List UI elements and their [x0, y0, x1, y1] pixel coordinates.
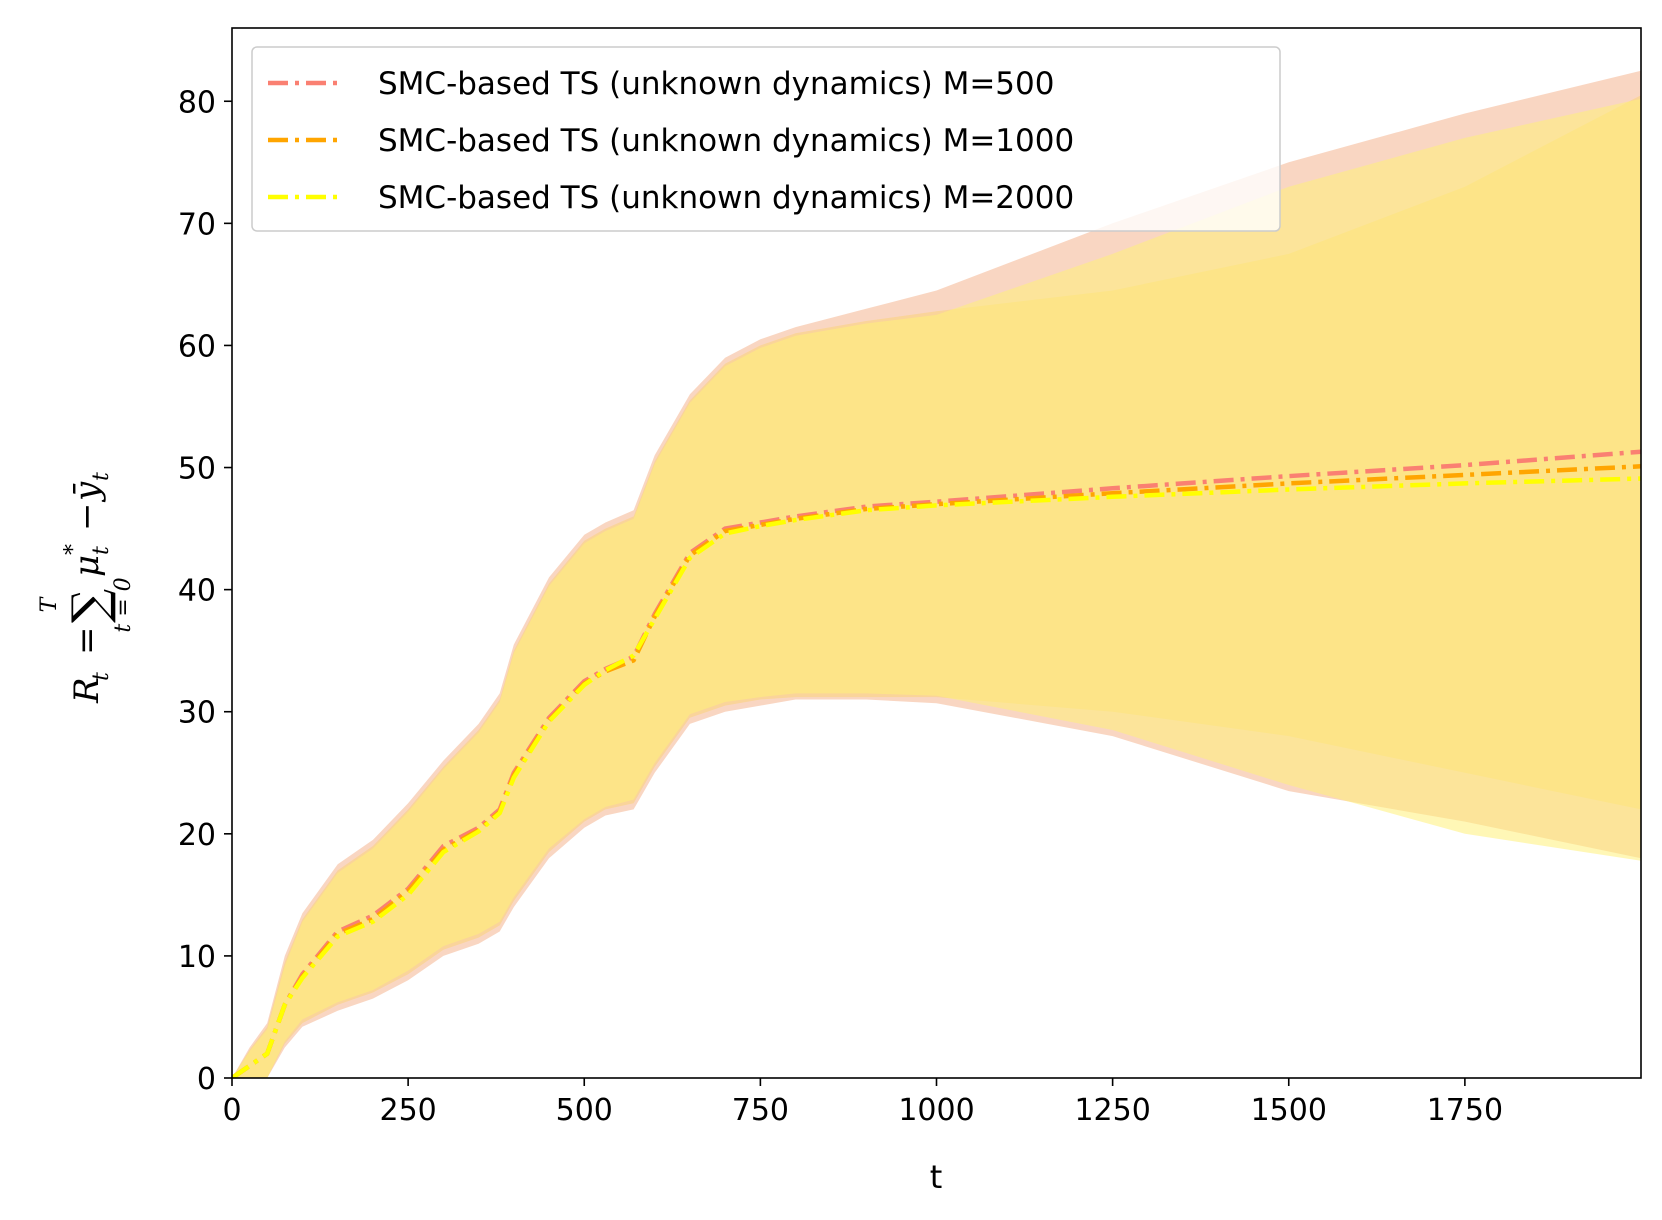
ylabel-mu-subscript: t — [89, 546, 114, 555]
x-tick-label: 1500 — [1251, 1093, 1327, 1128]
y-tick-label: 30 — [178, 696, 216, 731]
x-tick-label: 500 — [556, 1093, 613, 1128]
y-tick-label: 0 — [197, 1062, 216, 1097]
x-tick-label: 1000 — [898, 1093, 974, 1128]
ylabel-R-subscript: t — [89, 672, 114, 681]
line-series-3 — [232, 476, 1641, 1078]
y-tick-label: 80 — [178, 85, 216, 120]
ylabel-equals: = — [67, 627, 107, 656]
x-tick-label: 1750 — [1427, 1093, 1503, 1128]
y-axis-label: R t = ∑ T t = 0 μ * t − ȳ t — [37, 472, 136, 704]
ylabel-sum-symbol: ∑ — [62, 589, 118, 623]
legend: SMC-based TS (unknown dynamics) M=500 SMC… — [251, 46, 1281, 232]
x-tick-label: 250 — [379, 1093, 436, 1128]
y-axis-ticks: 0 10 20 30 40 50 60 70 80 — [178, 85, 232, 1097]
x-axis-label: t — [930, 1158, 943, 1196]
band-series-3 — [232, 98, 1641, 1078]
y-tick-label: 10 — [178, 940, 216, 975]
ylabel-sum-upper: T — [37, 595, 62, 612]
confidence-bands — [232, 70, 1641, 1078]
legend-label-1: SMC-based TS (unknown dynamics) M=500 — [378, 66, 1054, 102]
y-tick-label: 20 — [178, 818, 216, 853]
x-tick-label: 0 — [222, 1093, 241, 1128]
legend-box — [251, 46, 1281, 232]
y-tick-label: 40 — [178, 574, 216, 609]
ylabel-R: R — [67, 677, 107, 704]
ylabel-mu-superscript: * — [61, 544, 86, 555]
y-tick-label: 60 — [178, 329, 216, 364]
ylabel-ybar: ȳ — [67, 481, 107, 503]
ylabel-mu: μ — [67, 555, 107, 577]
series-lines — [232, 449, 1641, 1078]
x-tick-label: 750 — [732, 1093, 789, 1128]
y-tick-label: 50 — [178, 452, 216, 487]
y-tick-label: 70 — [178, 207, 216, 242]
ylabel-sum-lower: t = 0 — [111, 577, 136, 632]
ylabel-ybar-subscript: t — [89, 472, 114, 481]
legend-label-2: SMC-based TS (unknown dynamics) M=1000 — [378, 123, 1074, 159]
x-tick-label: 1250 — [1074, 1093, 1150, 1128]
legend-label-3: SMC-based TS (unknown dynamics) M=2000 — [378, 180, 1074, 216]
x-axis-ticks: 0 250 500 750 1000 1250 1500 1750 — [222, 1078, 1503, 1128]
ylabel-minus: − — [67, 503, 107, 532]
